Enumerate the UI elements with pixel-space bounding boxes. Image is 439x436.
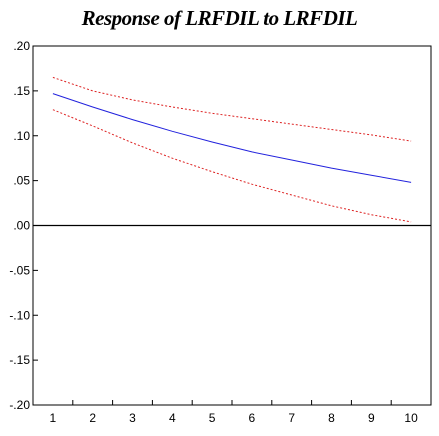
x-axis: 1 2 3 4 5 6 7 8 9 10 — [32, 400, 432, 425]
x-tick-label: 2 — [89, 411, 96, 425]
x-tick-label: 3 — [129, 411, 136, 425]
y-tick-label: -.15 — [9, 353, 30, 367]
x-tick-label: 6 — [249, 411, 256, 425]
y-tick-label: .20 — [13, 39, 30, 53]
series-layer — [52, 76, 412, 223]
upper-band-line — [52, 76, 412, 142]
x-tick-label: 9 — [368, 411, 375, 425]
lower-band-line — [52, 109, 412, 223]
y-tick-label: .10 — [13, 129, 30, 143]
x-tick-label: 7 — [288, 411, 295, 425]
x-tick-label: 10 — [404, 411, 418, 425]
irf-line — [52, 93, 412, 183]
y-tick-label: .15 — [13, 84, 30, 98]
x-tick-label: 1 — [50, 411, 57, 425]
y-tick-label: -.10 — [9, 308, 30, 322]
x-tick-label: 8 — [328, 411, 335, 425]
x-tick-label: 4 — [169, 411, 176, 425]
y-axis: .20 .15 .10 .05 .00 -.05 -.10 -.15 -.20 — [9, 39, 38, 412]
y-tick-label: -.05 — [9, 263, 30, 277]
y-tick-label: .05 — [13, 174, 30, 188]
y-tick-label: .00 — [13, 219, 30, 233]
x-tick-label: 5 — [209, 411, 216, 425]
y-tick-label: -.20 — [9, 398, 30, 412]
chart-title: Response of LRFDIL to LRFDIL — [81, 6, 358, 30]
